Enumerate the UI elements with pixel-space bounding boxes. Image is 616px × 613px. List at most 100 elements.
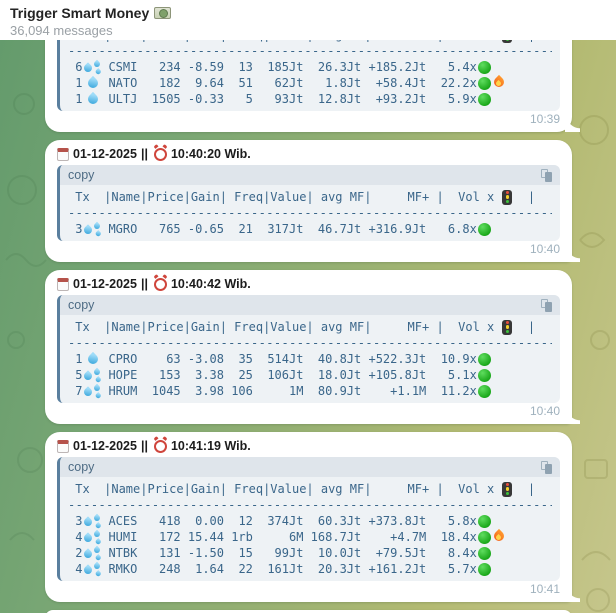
green-circle-icon	[477, 60, 491, 74]
calendar-icon	[57, 439, 69, 453]
code-block: copy Tx |Name|Price|Gain| Freq|Value| av…	[57, 165, 560, 241]
time-text: 10:40:42 Wib.	[170, 277, 251, 291]
traffic-light-icon	[502, 40, 513, 43]
copy-label[interactable]: copy	[68, 168, 95, 182]
table-row: 3 ACES 418 0.00 12 374Jt 60.3Jt +373.8Jt 5.8x	[68, 513, 552, 529]
message-date-line: 01-12-2025 || 10:40:42 Wib.	[57, 276, 560, 292]
message-timestamp: 10:39	[529, 112, 560, 126]
sweat-droplets-icon	[82, 545, 105, 561]
green-circle-icon	[477, 514, 491, 528]
traffic-light-icon	[502, 481, 513, 497]
traffic-light-icon	[502, 189, 513, 205]
message-date-line: 01-12-2025 || 10:41:19 Wib.	[57, 438, 560, 454]
chat-background: copy Tx |Name|Price|Gain| Freq|Value| av…	[0, 40, 616, 613]
table-rows: 3 ACES 418 0.00 12 374Jt 60.3Jt +373.8Jt 5.8x 4 HU…	[68, 513, 552, 577]
message-bubble-partial	[45, 610, 572, 613]
table-row: 4 RMKO 248 1.64 22 161Jt 20.3Jt +161.2Jt 5.7x	[68, 561, 552, 577]
bubble-tail	[565, 585, 580, 602]
fire-icon	[491, 74, 506, 90]
droplet-icon	[83, 91, 105, 107]
table-divider: ----------------------------------------…	[68, 498, 552, 512]
date-text: 01-12-2025	[73, 439, 137, 453]
message-bubble: 01-12-2025 || 10:41:19 Wib. copy Tx |Nam…	[45, 432, 580, 602]
time-text: 10:41:19 Wib.	[170, 439, 251, 453]
message-date-line: 01-12-2025 || 10:40:20 Wib.	[57, 146, 560, 162]
alarm-clock-icon	[153, 439, 167, 453]
copy-label[interactable]: copy	[68, 298, 95, 312]
code-copy-bar[interactable]: copy	[60, 295, 560, 315]
chat-header[interactable]: Trigger Smart Money 36,094 messages	[0, 0, 616, 40]
copy-label[interactable]: copy	[68, 460, 95, 474]
table-row: 1 CPRO 63 -3.08 35 514Jt 40.8Jt +522.3Jt 10.9x	[68, 351, 552, 367]
green-circle-icon	[477, 222, 491, 236]
code-copy-bar[interactable]: copy	[60, 165, 560, 185]
time-text: 10:40:20 Wib.	[170, 147, 251, 161]
table-rows: 6 CSMI 234 -8.59 13 185Jt 26.3Jt +185.2Jt 5.4x 1 N…	[68, 59, 552, 107]
message-timestamp: 10:41	[529, 582, 560, 596]
copy-icon[interactable]	[541, 168, 552, 182]
code-copy-bar[interactable]: copy	[60, 457, 560, 477]
alarm-clock-icon	[153, 147, 167, 161]
table-header-row: Tx |Name|Price|Gain| Freq|Value| avg MF|…	[68, 40, 552, 43]
message-bubble: 01-12-2025 || 10:40:42 Wib. copy Tx |Nam…	[45, 270, 580, 424]
table-row: 1 ULTJ 1505 -0.33 5 93Jt 12.8Jt +93.2Jt 5.9x	[68, 91, 552, 107]
code-block: copy Tx |Name|Price|Gain| Freq|Value| av…	[57, 40, 560, 111]
table-divider: ----------------------------------------…	[68, 44, 552, 58]
sweat-droplets-icon	[82, 221, 105, 237]
green-circle-icon	[477, 352, 491, 366]
table-row: 3 MGRO 765 -0.65 21 317Jt 46.7Jt +316.9Jt 6.8x	[68, 221, 552, 237]
bubble-tail	[565, 115, 580, 132]
green-circle-icon	[477, 92, 491, 106]
message-bubble: 01-12-2025 || 10:40:20 Wib. copy Tx |Nam…	[45, 140, 580, 262]
copy-icon[interactable]	[541, 298, 552, 312]
table-row: 4 HUMI 172 15.44 1rb 6M 168.7Jt +4.7M 18.4x	[68, 528, 552, 545]
green-circle-icon	[477, 530, 491, 544]
chat-title[interactable]: Trigger Smart Money	[10, 5, 150, 21]
table-row: 2 NTBK 131 -1.50 15 99Jt 10.0Jt +79.5Jt 8.4x	[68, 545, 552, 561]
droplet-icon	[83, 75, 105, 91]
table-row: 1 NATO 182 9.64 51 62Jt 1.8Jt +58.4Jt 22.2x	[68, 74, 552, 91]
date-separator: ||	[140, 147, 148, 161]
table-row: 6 CSMI 234 -8.59 13 185Jt 26.3Jt +185.2Jt 5.4x	[68, 59, 552, 75]
sweat-droplets-icon	[82, 529, 105, 545]
green-circle-icon	[477, 546, 491, 560]
message-timestamp: 10:40	[529, 404, 560, 418]
traffic-light-icon	[502, 319, 513, 335]
sweat-droplets-icon	[82, 59, 105, 75]
code-block: copy Tx |Name|Price|Gain| Freq|Value| av…	[57, 457, 560, 581]
date-separator: ||	[140, 439, 148, 453]
copy-icon[interactable]	[541, 460, 552, 474]
message-timestamp: 10:40	[529, 242, 560, 256]
green-circle-icon	[477, 76, 491, 90]
fire-icon	[491, 528, 506, 544]
money-banknote-icon	[154, 7, 172, 19]
sweat-droplets-icon	[82, 513, 105, 529]
table-header-row: Tx |Name|Price|Gain| Freq|Value| avg MF|…	[68, 319, 536, 335]
alarm-clock-icon	[153, 277, 167, 291]
bubble-tail	[565, 245, 580, 262]
code-block: copy Tx |Name|Price|Gain| Freq|Value| av…	[57, 295, 560, 403]
chat-subtitle: 36,094 messages	[10, 23, 113, 38]
green-circle-icon	[477, 562, 491, 576]
table-divider: ----------------------------------------…	[68, 206, 552, 220]
sweat-droplets-icon	[82, 367, 105, 383]
table-header-row: Tx |Name|Price|Gain| Freq|Value| avg MF|…	[68, 481, 536, 497]
table-header-row: Tx |Name|Price|Gain| Freq|Value| avg MF|…	[68, 189, 536, 205]
bubble-tail	[565, 407, 580, 424]
sweat-droplets-icon	[82, 561, 105, 577]
green-circle-icon	[477, 384, 491, 398]
droplet-icon	[83, 351, 105, 367]
date-text: 01-12-2025	[73, 147, 137, 161]
date-separator: ||	[140, 277, 148, 291]
table-row: 5 HOPE 153 3.38 25 106Jt 18.0Jt +105.8Jt 5.1x	[68, 367, 552, 383]
table-divider: ----------------------------------------…	[68, 336, 552, 350]
table-row: 7 HRUM 1045 3.98 106 1M 80.9Jt +1.1M 11.2x	[68, 383, 552, 399]
calendar-icon	[57, 277, 69, 291]
date-text: 01-12-2025	[73, 277, 137, 291]
message-bubble: copy Tx |Name|Price|Gain| Freq|Value| av…	[45, 40, 580, 132]
table-rows: 3 MGRO 765 -0.65 21 317Jt 46.7Jt +316.9Jt 6.8x	[68, 221, 552, 237]
calendar-icon	[57, 147, 69, 161]
table-rows: 1 CPRO 63 -3.08 35 514Jt 40.8Jt +522.3Jt 10.9x 5 H…	[68, 351, 552, 399]
green-circle-icon	[477, 368, 491, 382]
sweat-droplets-icon	[82, 383, 105, 399]
